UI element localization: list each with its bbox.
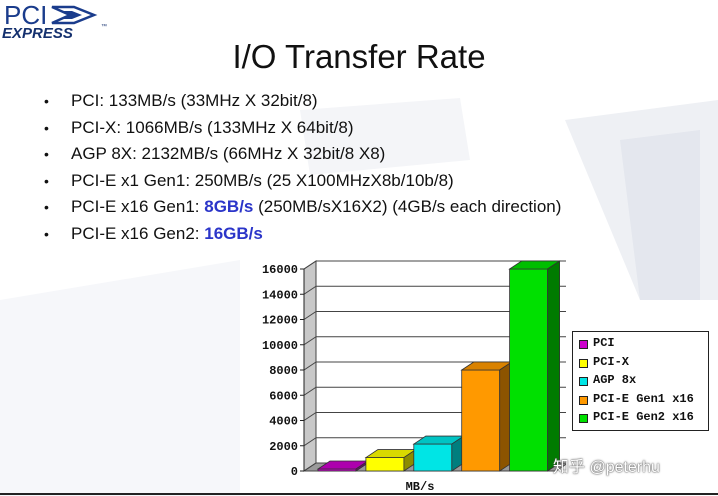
gridline-side [303, 462, 317, 472]
legend-swatch [579, 358, 588, 368]
x-axis-label: MB/s [406, 480, 435, 492]
legend-label: PCI [593, 336, 615, 350]
logo-express-text: EXPRESS [2, 25, 73, 42]
bar-pci-x [365, 457, 405, 472]
bullet-text: PCI-E x1 Gen1: 250MB/s (25 X100MHzX8b/10… [71, 170, 454, 190]
gridline-side [303, 361, 317, 371]
y-tick-label: 8000 [269, 364, 298, 378]
bullet-text: PCI-X: 1066MB/s (133MHz X 64bit/8) [71, 117, 354, 137]
pci-express-logo: PCI EXPRESS ™ [0, 0, 120, 44]
bullet-text: AGP 8X: 2132MB/s (66MHz X 32bit/8 X8) [71, 144, 386, 164]
y-tick-label: 6000 [269, 389, 298, 403]
bullet-marker: • [44, 199, 49, 216]
y-tick-label: 0 [291, 465, 298, 479]
bullet-text: PCI-E x16 Gen2: [71, 223, 205, 243]
y-tick-label: 14000 [262, 288, 298, 302]
y-tick-label: 12000 [262, 314, 298, 328]
bullet-marker: • [44, 225, 49, 242]
logo-pci-text: PCI [4, 0, 48, 30]
bar-side [547, 260, 561, 472]
legend-swatch [579, 377, 588, 387]
bullet-text-rest: (250MB/sX16X2) (4GB/s each direction) [253, 197, 562, 217]
y-tick-label: 16000 [262, 263, 298, 277]
y-tick-label: 4000 [269, 415, 298, 429]
legend-label: PCI-E Gen1 x16 [593, 391, 694, 406]
bullet-highlight: 16GB/s [204, 223, 263, 243]
watermark: 知乎 @peterhu [553, 459, 660, 476]
bullet-marker: • [44, 93, 49, 109]
legend-label: PCI-E Gen2 x16 [593, 410, 694, 425]
chart-legend: PCI PCI-X AGP 8x PCI-E Gen1 x16 PCI-E Gen2 x… [572, 331, 709, 431]
legend-label: PCI-X [593, 354, 630, 369]
swoosh-icon [51, 5, 98, 25]
bar-pci-e-gen2-x16 [509, 268, 549, 472]
gridline-side [303, 311, 317, 320]
legend-label: AGP 8x [593, 373, 637, 388]
y-tick-label: 2000 [269, 440, 298, 454]
bar-pci-e-gen1-x16 [461, 369, 501, 472]
bar-chart: 0 2000 4000 6000 8000 10000 12000 14000 16000 MB/… [262, 260, 566, 492]
bullet-marker: • [44, 146, 49, 163]
gridline-side [303, 336, 317, 346]
legend-swatch [579, 414, 588, 424]
bullet-highlight: 8GB/s [204, 197, 254, 217]
bar-agp-8x [413, 443, 453, 472]
slide-title: I/O Transfer Rate [232, 38, 486, 75]
gridline-side [303, 285, 317, 295]
gridline-side [303, 260, 317, 270]
bullet-text: PCI: 133MB/s (33MHz X 32bit/8) [71, 91, 318, 110]
bullet-marker: • [44, 172, 49, 189]
gridline-side [303, 412, 317, 421]
y-tick-label: 10000 [262, 339, 298, 353]
bullet-text: PCI-E x16 Gen1: [71, 197, 205, 217]
gridline-side [303, 386, 317, 396]
legend-swatch [579, 340, 588, 349]
logo-trademark: ™ [101, 24, 107, 30]
bullet-marker: • [44, 119, 49, 136]
legend-swatch [579, 395, 588, 405]
gridline-side [303, 437, 317, 447]
